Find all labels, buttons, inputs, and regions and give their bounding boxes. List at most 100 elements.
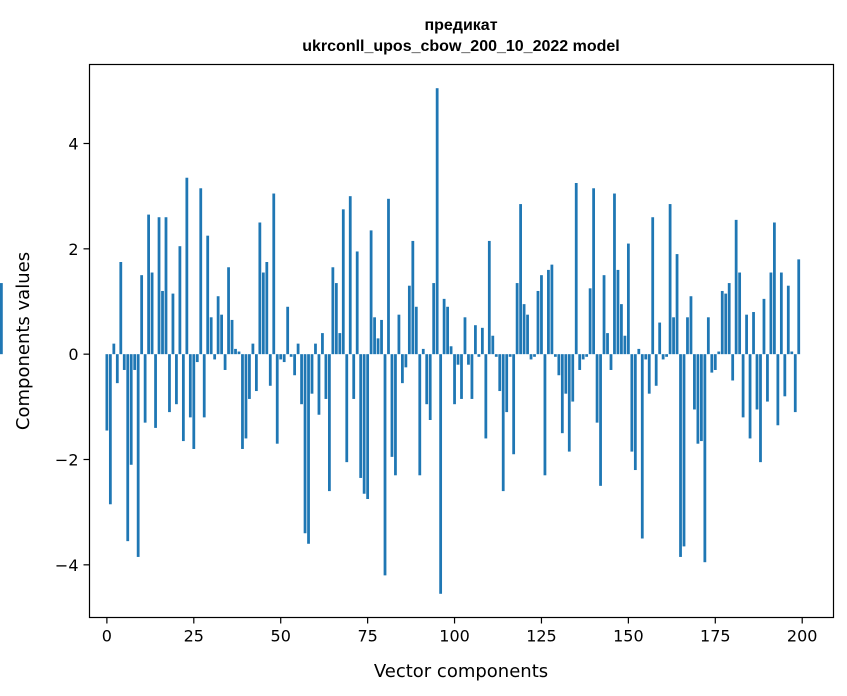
bar [595,354,599,423]
bar [741,354,745,418]
bar [668,204,672,355]
bar [418,354,422,476]
bar [268,354,272,386]
bar [432,283,436,355]
bar [168,354,171,413]
bar [731,354,735,381]
bar [227,267,230,355]
bar [334,283,338,355]
bar [0,283,3,355]
bar [710,354,714,373]
bar [592,188,595,355]
bar [759,354,762,463]
bar [553,354,557,357]
y-axis-label: Components values [13,252,34,430]
bar [519,204,522,355]
bar [738,272,742,355]
bar [675,254,679,355]
bar [446,306,449,355]
bar [414,306,418,355]
bar [550,264,554,355]
bar [303,354,307,534]
bar [602,275,606,355]
bar [773,222,776,355]
bar [289,354,293,357]
bar [626,243,630,355]
bar [376,338,380,355]
bar [387,198,390,355]
bar [296,343,300,355]
bar [428,354,432,420]
bar [209,317,213,355]
x-tick-label: 100 [439,627,470,646]
bar [682,354,686,547]
y-tick-label: −4 [55,556,79,575]
x-tick-label: 75 [357,627,377,646]
bar [748,354,752,439]
bar [574,183,578,355]
bar [793,354,797,413]
bar [345,354,349,463]
bar [498,354,502,392]
x-tick-label: 50 [271,627,291,646]
bar [254,354,258,392]
bar [494,354,498,357]
bar [567,354,571,452]
bar [115,354,119,384]
x-axis-ticks: 0 25 50 75 100 125 150 175 200 [102,617,818,646]
x-tick-label: 0 [102,627,112,646]
bar [161,290,164,355]
chart-subtitle: ukrconll_upos_cbow_200_10_2022 model [302,38,619,55]
bar [752,312,755,355]
bar [133,354,137,370]
bar [769,272,773,355]
bar [505,354,509,413]
bar [724,293,728,355]
bar [696,354,700,444]
bar [234,348,237,355]
bar [477,354,481,357]
bar [470,354,474,399]
bar [790,351,794,355]
bar [314,343,317,355]
bar [449,346,453,355]
bar [261,272,265,355]
bar [119,262,123,355]
plot-frame [88,63,835,619]
bar [105,354,109,431]
bar [578,354,582,370]
bar [206,235,210,355]
y-tick-label: 4 [68,135,78,154]
bar [157,217,161,355]
bar [786,285,790,355]
bar [727,283,731,355]
bar [484,354,488,439]
bar [317,354,321,415]
bar [779,272,783,355]
bar [540,275,543,355]
bar [557,354,561,376]
bar [487,240,491,355]
bar [390,354,394,457]
bar [108,354,112,505]
bar [154,354,157,428]
bar [223,354,227,370]
bar [783,354,787,397]
bar [178,246,182,355]
bar [536,290,540,355]
bar [359,354,363,478]
x-tick-label: 200 [787,627,818,646]
bar [480,327,484,355]
bar [588,288,592,355]
bar [501,354,505,492]
bar [720,290,724,355]
bar [407,285,411,355]
bar [661,354,665,360]
bar [456,354,460,365]
bar [328,354,331,492]
bar [265,262,269,355]
bar [397,314,401,355]
bar [644,354,648,360]
bar [474,325,477,355]
